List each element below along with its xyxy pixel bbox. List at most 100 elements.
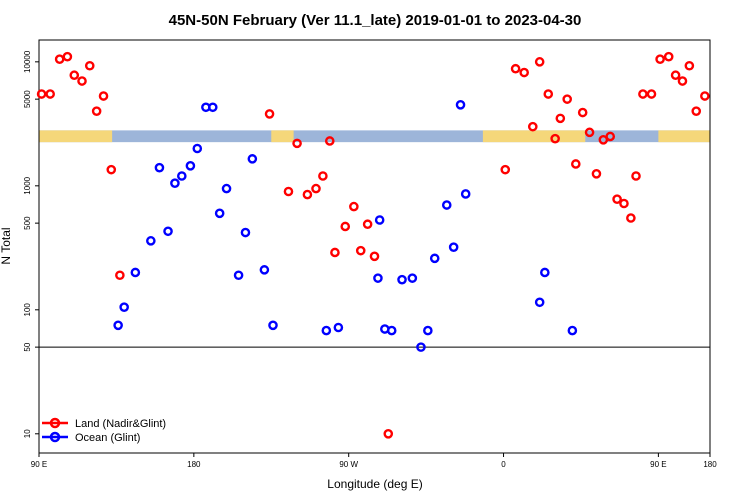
- data-point: [691, 106, 702, 116]
- data-point: [69, 70, 80, 81]
- legend-label-ocean: Ocean (Glint): [75, 432, 140, 444]
- series-ocean: [113, 100, 578, 352]
- data-point: [619, 198, 629, 209]
- data-point: [268, 320, 278, 331]
- data-point: [670, 70, 681, 81]
- data-point: [321, 325, 332, 336]
- data-point: [333, 322, 344, 333]
- data-point: [407, 273, 418, 283]
- data-point: [163, 226, 173, 237]
- data-point: [54, 54, 65, 65]
- data-point: [677, 76, 688, 86]
- data-point: [170, 178, 180, 188]
- data-point: [374, 215, 385, 225]
- data-point: [91, 106, 102, 116]
- data-point: [259, 265, 270, 275]
- map-strip-land: [39, 130, 113, 143]
- data-point: [591, 169, 602, 179]
- data-point: [500, 164, 511, 175]
- data-point: [302, 189, 313, 200]
- data-point: [362, 219, 373, 230]
- data-point: [448, 242, 459, 252]
- data-point: [571, 159, 581, 169]
- data-point: [62, 51, 73, 62]
- data-point: [283, 186, 294, 197]
- data-point: [460, 189, 471, 199]
- data-point: [311, 183, 321, 194]
- data-point: [130, 267, 141, 278]
- data-point: [349, 201, 359, 212]
- x-tick-label: 180: [187, 460, 201, 469]
- data-point: [584, 127, 595, 138]
- data-point: [221, 183, 232, 194]
- data-point: [233, 270, 244, 281]
- y-tick-label: 100: [23, 303, 32, 317]
- data-point: [397, 274, 407, 285]
- data-point: [423, 325, 433, 336]
- data-point: [638, 89, 648, 99]
- data-point: [519, 67, 529, 78]
- data-point: [340, 221, 351, 232]
- data-point: [330, 247, 340, 258]
- y-tick-label: 500: [23, 216, 32, 230]
- data-point: [264, 109, 275, 119]
- data-point: [534, 57, 545, 67]
- data-point: [177, 171, 187, 181]
- legend-marker-ocean: [49, 431, 61, 443]
- data-point: [45, 89, 55, 99]
- data-point: [119, 302, 129, 312]
- data-point: [577, 107, 588, 118]
- series-land: [36, 51, 710, 439]
- y-tick-label: 10: [23, 429, 32, 438]
- data-point: [247, 154, 258, 164]
- data-point: [655, 54, 665, 65]
- data-point: [684, 60, 695, 71]
- data-point: [324, 136, 335, 146]
- map-strip-land: [482, 130, 586, 143]
- data-point: [113, 320, 123, 331]
- data-point: [84, 60, 95, 71]
- data-point: [214, 208, 225, 219]
- data-point: [605, 131, 616, 142]
- data-point: [540, 267, 550, 278]
- data-point: [386, 325, 397, 336]
- map-strip-ocean: [39, 130, 710, 143]
- y-tick-label: 5000: [23, 90, 32, 108]
- x-axis-label: Longitude (deg E): [327, 477, 422, 491]
- legend: Land (Nadir&Glint) Ocean (Glint): [42, 417, 166, 444]
- data-point: [416, 342, 426, 352]
- data-point: [429, 253, 440, 264]
- data-point: [98, 91, 109, 101]
- data-point: [383, 428, 394, 439]
- plot-frame: [38, 39, 711, 454]
- legend-item-land: Land (Nadir&Glint): [42, 417, 166, 430]
- y-tick-label: 1000: [23, 176, 32, 194]
- x-tick-label: 180: [703, 460, 717, 469]
- x-tick-label: 90 W: [339, 460, 358, 469]
- data-point: [36, 89, 47, 99]
- data-point: [369, 251, 380, 262]
- legend-marker-land: [49, 417, 61, 429]
- data-point: [207, 102, 218, 113]
- data-point: [115, 270, 125, 281]
- data-point: [455, 100, 466, 110]
- y-tick-label: 50: [23, 342, 32, 351]
- data-point: [534, 297, 545, 308]
- data-point: [562, 94, 572, 104]
- data-points: [36, 51, 710, 439]
- data-point: [240, 227, 251, 238]
- y-axis-label: N Total: [0, 227, 13, 264]
- map-strip-land: [271, 130, 294, 143]
- data-point: [441, 200, 452, 210]
- data-point: [550, 133, 560, 144]
- data-point: [663, 51, 674, 62]
- y-axis: 10 50 100 500 1000 5000 10000: [23, 50, 39, 438]
- data-point: [292, 138, 302, 149]
- data-point: [185, 161, 196, 171]
- data-point: [146, 236, 156, 246]
- x-axis: 90 E 180 90 W 0 90 E 180: [31, 453, 717, 469]
- data-point: [106, 164, 117, 175]
- data-point: [355, 245, 366, 256]
- data-point: [527, 121, 538, 132]
